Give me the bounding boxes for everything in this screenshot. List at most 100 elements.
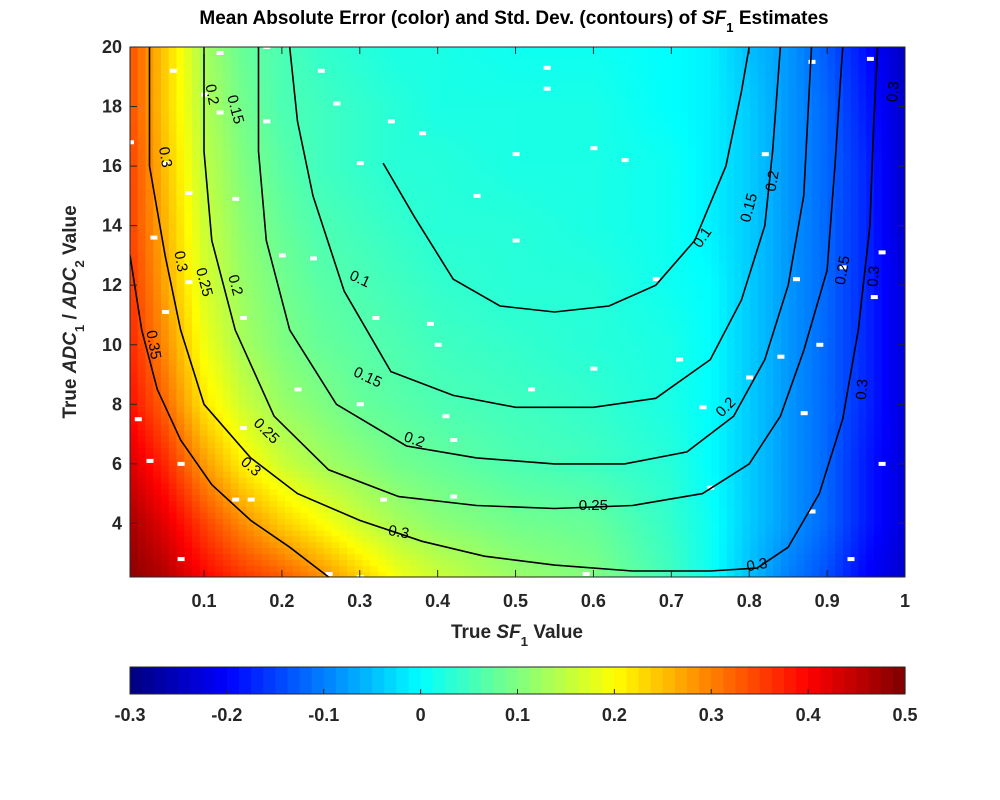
heatmap-cell [711,471,720,478]
heatmap-cell [238,365,247,372]
heatmap-cell [711,459,720,466]
heatmap-cell [587,429,596,437]
heatmap-cell [742,376,751,384]
heatmap-cell [548,406,557,413]
heatmap-cell [323,476,333,484]
heatmap-cell [726,282,736,290]
heatmap-cell [579,506,588,513]
heatmap-cell [246,435,255,443]
heatmap-cell [192,329,201,337]
heatmap-cell [587,488,596,496]
heatmap-cell [579,394,588,401]
heatmap-cell [595,524,604,531]
heatmap-cell [866,453,875,460]
heatmap-cell [502,441,511,449]
heatmap-cell [657,441,666,449]
heatmap-cell [618,341,627,348]
heatmap-cell [796,465,805,472]
heatmap-cell [610,565,619,572]
heatmap-cell [618,347,627,354]
heatmap-cell [827,323,836,331]
heatmap-cell [378,300,387,307]
heatmap-cell [788,359,798,366]
heatmap-cell [145,441,154,449]
heatmap-cell [416,453,426,460]
heatmap-cell [354,459,364,466]
heatmap-cell [587,494,596,502]
heatmap-cell [587,447,596,454]
heatmap-cell [184,571,193,577]
heatmap-cell [788,347,798,354]
heatmap-cell [471,406,480,413]
heatmap-cell [455,459,464,466]
heatmap-cell [688,476,697,484]
heatmap-cell [137,559,147,566]
heatmap-cell [564,465,573,472]
heatmap-cell [161,353,170,360]
heatmap-cell [393,559,402,566]
heatmap-cell [517,382,526,390]
heatmap-cell [362,488,371,496]
heatmap-cell [494,359,503,366]
heatmap-cell [866,488,875,496]
heatmap-cell [703,500,712,507]
heatmap-cell [323,306,333,313]
heatmap-cell [564,547,573,555]
heatmap-cell [633,294,643,301]
heatmap-cell [184,529,193,537]
heatmap-cell [874,418,883,425]
heatmap-cell [587,512,596,519]
heatmap-cell [750,347,759,354]
heatmap-cell [664,382,674,390]
heatmap-cell [308,376,317,384]
heatmap-cell [858,488,867,496]
heatmap-cell [517,541,526,549]
heatmap-cell [509,471,519,478]
heatmap-cell [292,488,302,496]
heatmap-cell [254,365,263,372]
heatmap-cell [796,388,805,396]
heatmap-cell [649,406,658,413]
heatmap-cell [401,465,410,472]
heatmap-cell [610,347,619,354]
heatmap-cell [292,288,302,295]
heatmap-cell [672,500,681,507]
heatmap-cell [486,323,495,331]
heatmap-cell [269,423,278,431]
heatmap-cell [184,429,193,437]
heatmap-cell [804,423,813,431]
heatmap-cell [571,476,581,484]
heatmap-cell [734,406,743,413]
heatmap-cell [525,471,534,478]
heatmap-cell [750,518,759,525]
heatmap-cell [796,518,805,525]
heatmap-cell [889,559,898,566]
heatmap-cell [874,453,883,460]
heatmap-cell [781,512,790,519]
heatmap-cell [354,406,364,413]
heatmap-cell [556,382,565,390]
heatmap-cell [602,370,612,378]
heatmap-cell [230,506,240,513]
heatmap-cell [153,376,162,384]
heatmap-cell [238,382,247,390]
heatmap-cell [471,529,480,537]
heatmap-cell [478,441,488,449]
heatmap-cell [502,512,511,519]
heatmap-cell [734,335,743,343]
heatmap-cell [246,529,255,537]
heatmap-cell [502,559,511,566]
heatmap-cell [486,347,495,354]
heatmap-cell [866,459,875,466]
heatmap-cell [424,376,433,384]
heatmap-cell [261,494,271,502]
heatmap-cell [664,353,674,360]
heatmap-cell [626,488,635,496]
heatmap-cell [540,465,550,472]
heatmap-cell [455,535,464,543]
heatmap-cell [827,347,836,354]
heatmap-cell [866,394,875,401]
heatmap-cell [424,488,433,496]
heatmap-cell [455,282,464,290]
heatmap-cell [269,559,278,566]
